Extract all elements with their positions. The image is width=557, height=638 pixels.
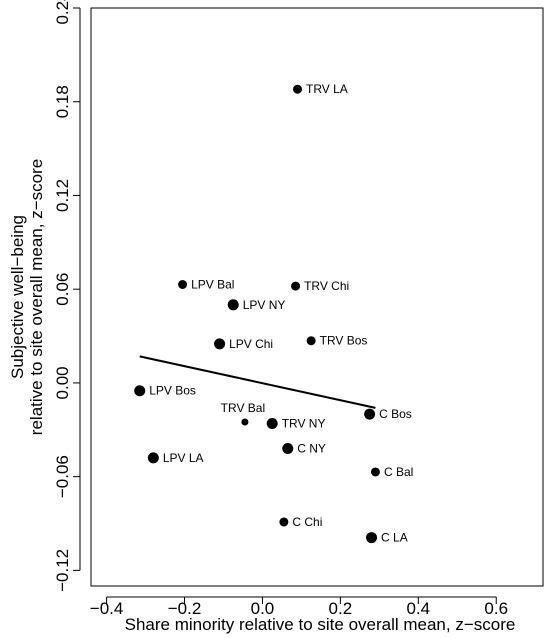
y-tick-label: 0.12 (53, 179, 72, 212)
y-tick-label: 0.18 (53, 85, 72, 118)
y-axis-title-line-1: Subjective well−being (8, 215, 27, 379)
x-tick-label: −0.2 (168, 599, 202, 618)
y-axis-title-line-2: relative to site overall mean, z−score (27, 159, 46, 435)
data-point (293, 84, 303, 94)
data-point-label: TRV Chi (304, 279, 349, 293)
data-point-label: LPV LA (163, 451, 204, 465)
points-group: TRV LA LPV Bal TRV Chi LPV NY LPV Chi TRV Bos… (134, 82, 413, 545)
x-axis-title: Share minority relative to site overall … (125, 615, 516, 634)
data-point-label: C LA (381, 531, 408, 545)
data-point (241, 418, 249, 426)
x-tick-label: 0.0 (251, 599, 275, 618)
data-point-label: LPV Bos (149, 384, 196, 398)
data-point-label: LPV Chi (229, 337, 273, 351)
data-point-label: C NY (297, 442, 326, 456)
data-point (227, 299, 239, 311)
y-axis: −0.12 −0.06 0.00 0.06 0.12 0.18 0.24 (53, 0, 81, 592)
data-point (134, 385, 146, 397)
data-point (370, 467, 380, 477)
data-point-label: TRV Bal (221, 401, 265, 415)
x-tick-label: −0.4 (90, 599, 124, 618)
data-point-label: TRV LA (306, 82, 348, 96)
data-point (306, 336, 316, 346)
y-tick-label: −0.12 (53, 549, 72, 592)
data-point (366, 532, 378, 544)
fit-line (139, 355, 376, 409)
plot-frame (90, 7, 544, 587)
data-point (364, 408, 376, 420)
data-point-label: TRV NY (282, 417, 326, 431)
data-point (291, 281, 301, 291)
x-tick-label: 0.6 (484, 599, 508, 618)
data-point (266, 418, 278, 430)
x-axis: −0.4 −0.2 0.0 0.2 0.4 0.6 (90, 596, 508, 618)
data-point (279, 517, 289, 527)
fit-line-group (139, 355, 376, 409)
data-point-label: C Bos (379, 407, 412, 421)
y-tick-label: 0.06 (53, 273, 72, 306)
data-point-label: C Bal (384, 465, 413, 479)
data-point-label: LPV NY (243, 298, 286, 312)
y-tick-label: −0.06 (53, 455, 72, 498)
data-point-label: LPV Bal (191, 278, 234, 292)
x-tick-label: 0.4 (406, 599, 430, 618)
data-point (178, 280, 188, 290)
data-point-label: TRV Bos (320, 334, 368, 348)
x-tick-label: 0.2 (329, 599, 353, 618)
data-point (214, 338, 226, 350)
data-point (147, 452, 159, 464)
y-tick-label: 0.24 (53, 0, 72, 25)
data-point-label: C Chi (292, 515, 322, 529)
y-tick-label: 0.00 (53, 366, 72, 399)
data-point (282, 443, 294, 455)
